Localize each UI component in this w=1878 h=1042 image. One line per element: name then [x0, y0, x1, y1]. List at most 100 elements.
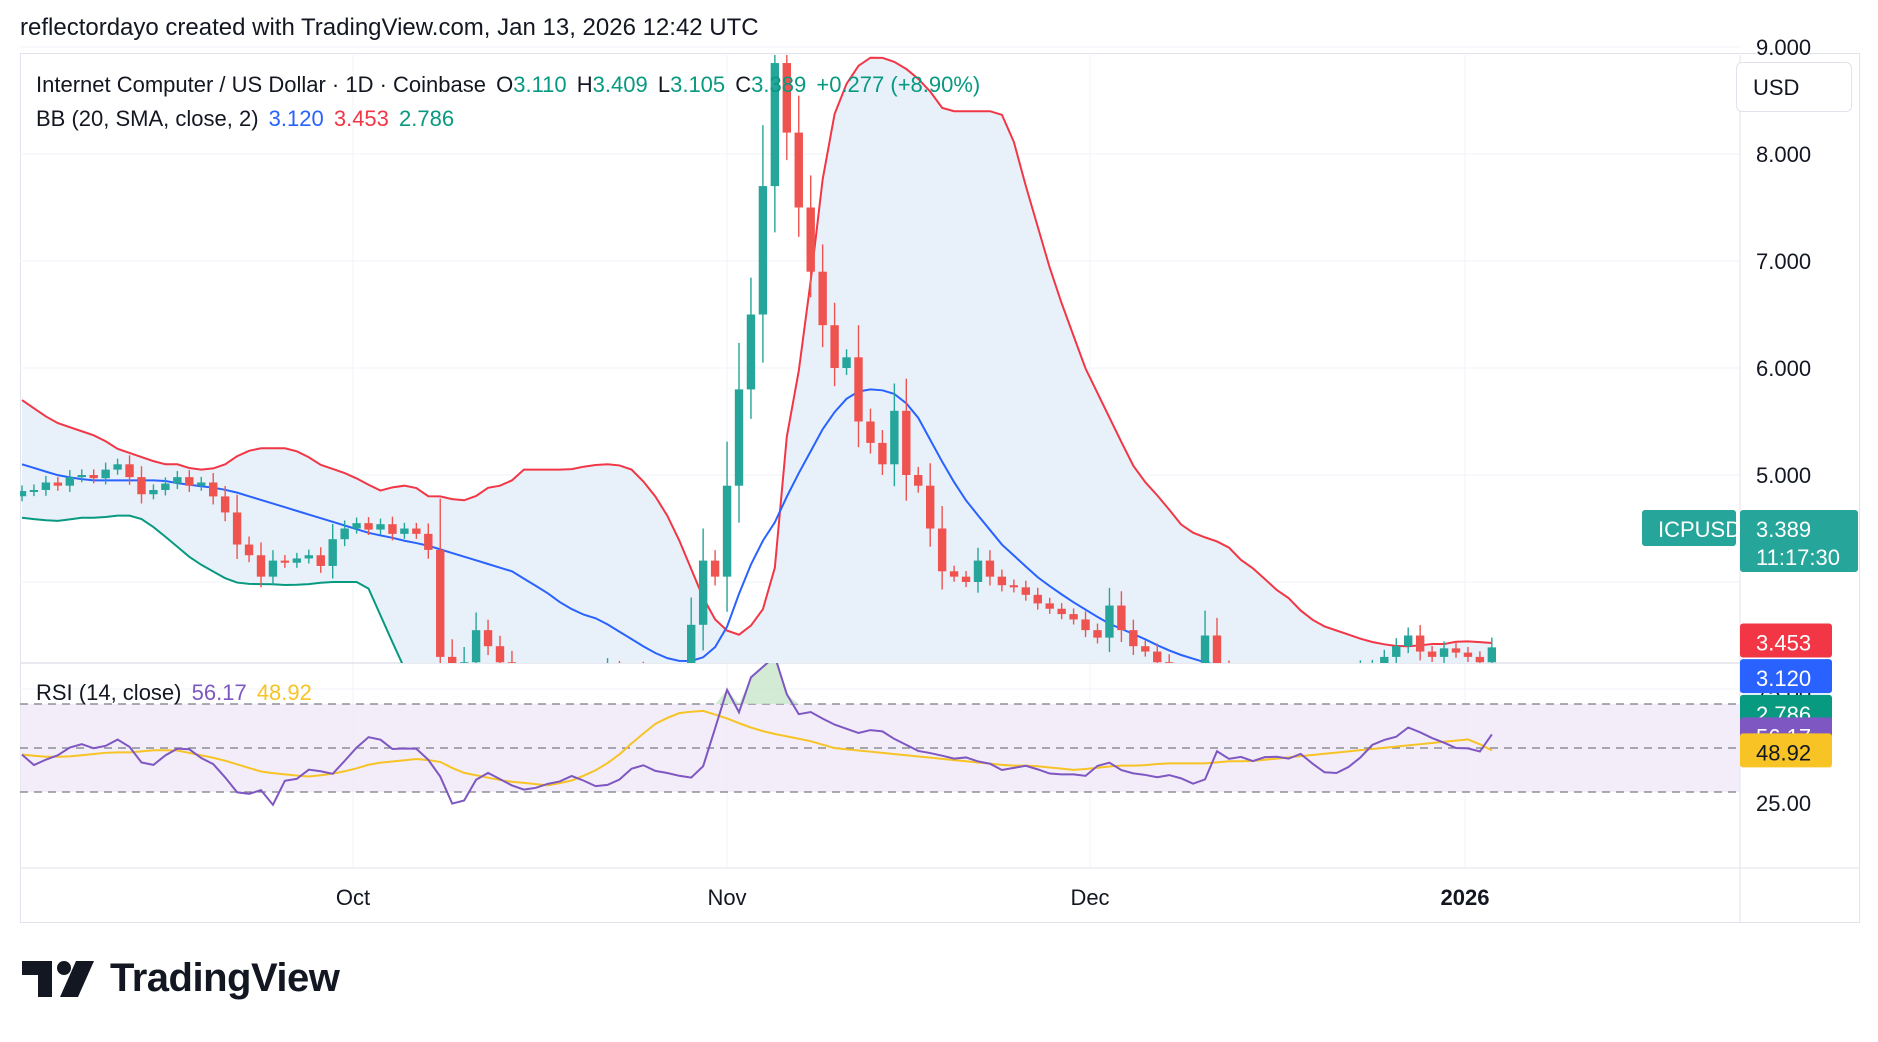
candle[interactable] [316, 547, 325, 573]
candle[interactable] [65, 470, 74, 492]
candle[interactable] [961, 571, 971, 588]
candle[interactable] [1009, 579, 1019, 593]
currency-button[interactable]: USD [1736, 62, 1852, 112]
candle[interactable] [914, 466, 923, 493]
candle[interactable] [579, 670, 587, 696]
candle[interactable] [639, 661, 647, 692]
candle[interactable] [1415, 625, 1425, 661]
candle[interactable] [1129, 619, 1138, 656]
candle[interactable] [1404, 627, 1413, 654]
candle[interactable] [376, 518, 385, 535]
candle[interactable] [149, 484, 158, 500]
candle[interactable] [687, 597, 696, 701]
candle[interactable] [973, 547, 983, 593]
candle[interactable] [1045, 597, 1054, 614]
candle[interactable] [758, 125, 768, 363]
candle[interactable] [1273, 676, 1281, 688]
candle[interactable] [663, 683, 671, 699]
candle[interactable] [806, 175, 815, 298]
candle[interactable] [292, 552, 302, 568]
candle[interactable] [209, 473, 218, 505]
candle[interactable] [1308, 672, 1316, 690]
candle[interactable] [352, 517, 361, 534]
candle[interactable] [842, 349, 851, 375]
candle[interactable] [854, 325, 863, 448]
candle[interactable] [137, 466, 146, 504]
candle[interactable] [532, 675, 540, 695]
candle[interactable] [1021, 580, 1030, 601]
candle[interactable] [1225, 660, 1233, 683]
candle[interactable] [1057, 603, 1066, 620]
candle[interactable] [1117, 591, 1126, 642]
candle[interactable] [1249, 673, 1257, 686]
candle[interactable] [1368, 659, 1376, 675]
candle[interactable] [782, 29, 791, 161]
candle[interactable] [244, 536, 254, 563]
candle[interactable] [1463, 647, 1473, 662]
candle[interactable] [400, 522, 409, 539]
candle[interactable] [615, 661, 623, 681]
candle[interactable] [113, 458, 122, 475]
candle[interactable] [1487, 637, 1497, 670]
candle[interactable] [937, 506, 947, 590]
candle[interactable] [520, 673, 528, 695]
candle[interactable] [1380, 649, 1389, 672]
candle[interactable] [220, 485, 230, 522]
candle[interactable] [412, 522, 421, 539]
candle[interactable] [1392, 638, 1401, 664]
candle[interactable] [556, 667, 564, 697]
candle[interactable] [1200, 610, 1210, 704]
candle[interactable] [459, 647, 469, 702]
candle[interactable] [1427, 645, 1437, 662]
candle[interactable] [1189, 673, 1197, 689]
candle[interactable] [949, 565, 959, 582]
candle[interactable] [495, 635, 505, 671]
symbol-badge[interactable]: ICPUSD [1642, 510, 1741, 546]
candle[interactable] [591, 675, 599, 695]
candle[interactable] [1177, 667, 1185, 683]
candle[interactable] [185, 470, 194, 492]
candle[interactable] [1093, 623, 1102, 644]
candle[interactable] [328, 523, 337, 579]
candle[interactable] [627, 665, 635, 680]
candle[interactable] [1141, 640, 1150, 657]
candle[interactable] [197, 476, 206, 491]
candle[interactable] [101, 462, 110, 485]
candle[interactable] [89, 469, 98, 484]
candle[interactable] [568, 670, 576, 696]
rsi-label[interactable]: RSI (14, close) [36, 680, 182, 705]
candle[interactable] [710, 550, 720, 586]
candle[interactable] [471, 612, 481, 676]
candle[interactable] [1320, 679, 1328, 697]
candle[interactable] [1069, 608, 1078, 625]
candle[interactable] [507, 650, 517, 690]
candle[interactable] [1237, 671, 1245, 686]
candle[interactable] [544, 671, 552, 687]
candle[interactable] [483, 619, 493, 656]
candle[interactable] [173, 471, 182, 490]
candle[interactable] [304, 549, 313, 564]
candle[interactable] [878, 430, 887, 475]
candle[interactable] [1165, 654, 1174, 680]
candle[interactable] [1439, 641, 1449, 663]
candle[interactable] [340, 520, 349, 547]
candle[interactable] [388, 516, 397, 541]
candle[interactable] [424, 523, 433, 559]
candle[interactable] [232, 494, 242, 559]
candle[interactable] [1033, 587, 1042, 610]
candle[interactable] [818, 244, 827, 348]
candle[interactable] [698, 528, 708, 651]
candle[interactable] [364, 517, 373, 536]
candle[interactable] [902, 378, 911, 501]
candle[interactable] [1285, 675, 1293, 687]
candle[interactable] [1081, 611, 1090, 638]
rsi-ma-badge[interactable]: 48.92 [1740, 733, 1832, 768]
candle[interactable] [1296, 673, 1304, 686]
candle[interactable] [1261, 673, 1269, 688]
candle[interactable] [926, 463, 935, 547]
candle[interactable] [280, 554, 290, 568]
candle[interactable] [746, 277, 756, 419]
candle[interactable] [675, 668, 683, 703]
candle[interactable] [41, 475, 51, 496]
